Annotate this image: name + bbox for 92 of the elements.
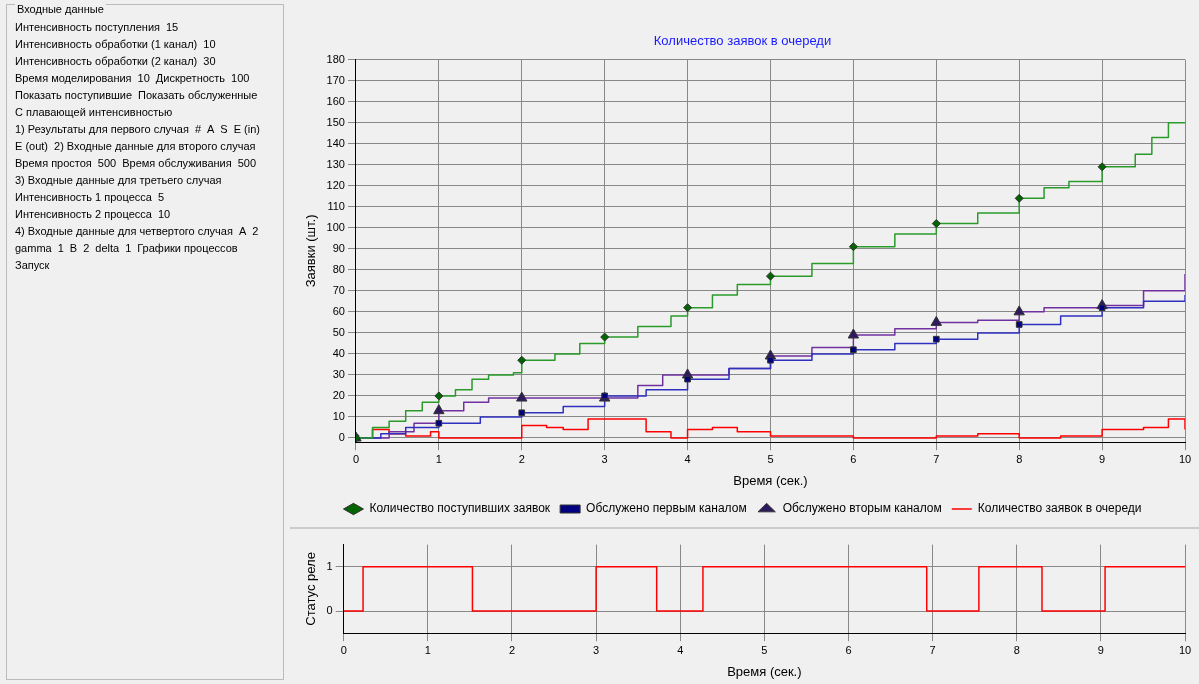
y-tick-label: 10 (332, 410, 345, 422)
x-tick-label: 4 (677, 643, 684, 656)
y-tick-label: 180 (326, 52, 345, 65)
x-tick-label: 10 (1178, 643, 1192, 656)
x-tick-label: 2 (508, 643, 516, 656)
x-tick-label: 10 (1178, 452, 1192, 465)
y-tick-label: 20 (332, 388, 345, 401)
y-tick-label: 70 (332, 283, 345, 296)
y-tick-label: 30 (332, 367, 345, 380)
y-axis-title: Заявки (шт.) (303, 214, 319, 288)
text: 10 (203, 38, 216, 51)
text: 10 (157, 208, 171, 221)
text: 1 (57, 242, 64, 255)
x-tick-label: 6 (845, 643, 852, 656)
text: A (207, 123, 215, 136)
x-tick-label: 4 (684, 452, 691, 465)
x-axis-title: Время (сек.) (733, 472, 808, 488)
text: 10 (137, 72, 150, 85)
y-tick-label: 50 (332, 325, 345, 338)
y-tick-label: 60 (332, 304, 345, 317)
y-tick-label: 160 (326, 94, 345, 107)
text: Показать обслуженные (138, 89, 258, 102)
text: 500 (97, 157, 117, 170)
x-tick-label: 5 (761, 643, 768, 656)
y-tick-label: 80 (332, 262, 345, 275)
text: 2 (252, 225, 259, 238)
text: E (in) (233, 123, 260, 136)
text: 2) Входные данные для второго случая (54, 140, 256, 153)
legend-label: Обслужено вторым каналом (782, 501, 942, 516)
y-tick-label: 120 (326, 178, 345, 191)
text: Интенсивность 2 процесса (15, 208, 152, 221)
y-tick-label: 130 (326, 157, 345, 170)
text: Входные данные (15, 3, 106, 15)
x-axis-title: Время (сек.) (727, 663, 802, 679)
text: 1) Результаты для первого случая (15, 123, 189, 136)
text: Графики процессов (137, 242, 238, 255)
y-tick-label: 140 (326, 136, 345, 149)
text: Интенсивность обработки (2 канал) (15, 55, 198, 68)
y-tick-label: 110 (327, 199, 345, 212)
legend-label: Количество заявок в очереди (977, 501, 1142, 516)
text: Показать поступившие (15, 89, 133, 102)
x-tick-label: 0 (352, 452, 360, 465)
text: gamma (15, 242, 52, 255)
text: 100 (231, 72, 250, 85)
text: 1 (125, 242, 132, 255)
x-tick-label: 7 (929, 643, 936, 656)
text: Запуск (15, 259, 50, 272)
text: 4) Входные данные для четвертого случая (15, 225, 233, 238)
x-tick-label: 9 (1097, 643, 1104, 656)
text: 500 (237, 157, 257, 170)
y-tick-label: 1 (326, 559, 333, 572)
text: 5 (157, 191, 164, 204)
x-tick-label: 3 (593, 643, 600, 656)
legend-label: Обслужено первым каналом (586, 501, 747, 516)
x-tick-label: 1 (435, 452, 442, 465)
text: 3) Входные данные для третьего случая (15, 174, 222, 187)
text: 15 (166, 21, 179, 34)
text: Интенсивность 1 процесса (15, 191, 152, 204)
chart-title: Количество заявок в очереди (653, 33, 832, 49)
y-tick-label: 40 (332, 346, 345, 359)
text: С плавающей интенсивностью (15, 106, 173, 119)
text: Время обслуживания (122, 157, 232, 170)
text: S (220, 123, 228, 136)
text: # (194, 123, 201, 136)
text: 2 (83, 242, 90, 255)
x-tick-label: 8 (1016, 452, 1023, 465)
text: Интенсивность обработки (1 канал) (15, 38, 198, 51)
x-tick-label: 5 (767, 452, 774, 465)
y-axis-title: Статус реле (303, 552, 319, 626)
x-tick-label: 1 (424, 643, 431, 656)
x-tick-label: 2 (518, 452, 525, 465)
text: Интенсивность поступления (15, 21, 160, 34)
text: A (238, 225, 247, 238)
text: B (69, 242, 78, 255)
legend-label: Количество поступивших заявок (369, 501, 551, 516)
text: Время моделирования (15, 72, 132, 85)
y-tick-label: 90 (332, 241, 345, 254)
x-tick-label: 3 (601, 452, 608, 465)
text: Дискретность (155, 72, 226, 85)
y-tick-label: 0 (338, 431, 345, 444)
y-tick-label: 150 (326, 115, 345, 128)
y-tick-label: 100 (326, 220, 345, 233)
text: Время простоя (15, 157, 92, 170)
text: delta (95, 242, 120, 255)
x-tick-label: 7 (933, 452, 940, 465)
y-tick-label: 170 (326, 73, 345, 86)
x-tick-label: 9 (1099, 452, 1106, 465)
x-tick-label: 8 (1013, 643, 1020, 656)
text: E (out) (15, 140, 49, 153)
x-tick-label: 6 (850, 452, 857, 465)
y-tick-label: 0 (326, 604, 333, 617)
text: 30 (203, 55, 216, 68)
